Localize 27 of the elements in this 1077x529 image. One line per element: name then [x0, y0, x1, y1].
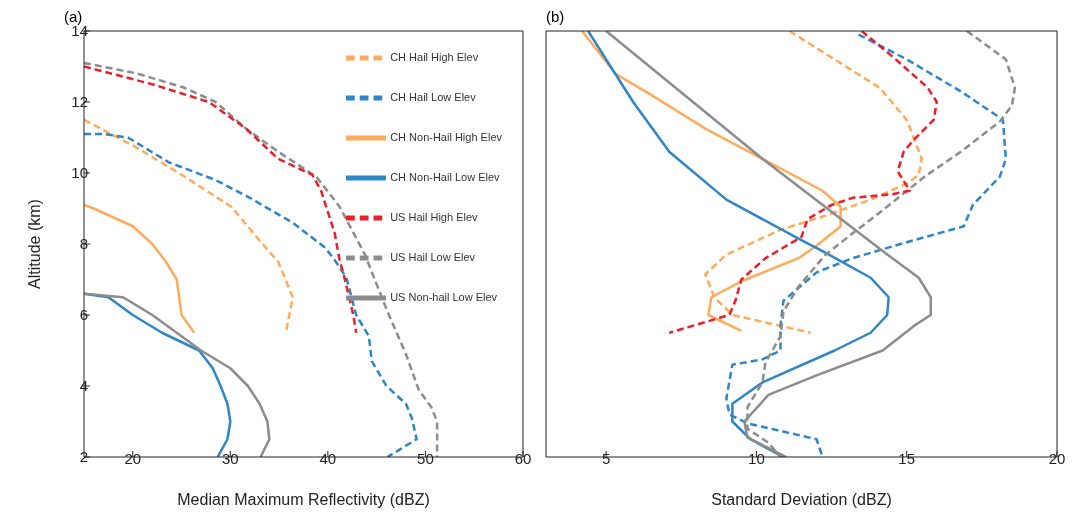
y-tick-label: 10 [71, 164, 88, 182]
legend-label: US Hail Low Elev [390, 250, 476, 263]
y-tick-label: 2 [79, 448, 88, 466]
legend-label: CH Hail High Elev [390, 50, 479, 63]
x-axis-title: Median Maximum Reflectivity (dBZ) [177, 491, 430, 508]
y-axis-title: Altitude (km) [25, 199, 43, 289]
legend-label: CH Non-Hail Low Elev [390, 170, 500, 183]
legend-label: CH Hail Low Elev [390, 90, 476, 103]
chart-title: (a) [64, 8, 83, 25]
x-tick-label: 15 [898, 449, 916, 467]
x-tick-label: 30 [221, 449, 239, 467]
x-tick-label: 60 [514, 449, 532, 467]
x-tick-label: 50 [417, 449, 434, 467]
x-tick-label: 10 [748, 449, 765, 467]
y-tick-label: 6 [79, 306, 88, 324]
x-tick-label: 20 [124, 449, 142, 467]
y-tick-label: 12 [71, 93, 88, 111]
x-axis-title: Standard Deviation (dBZ) [711, 491, 892, 508]
legend-label: US Hail High Elev [390, 210, 478, 223]
chart-title: (b) [546, 8, 565, 25]
y-tick-label: 8 [79, 235, 88, 253]
y-tick-label: 4 [79, 377, 88, 395]
x-tick-label: 40 [319, 449, 337, 467]
legend-label: CH Non-Hail High Elev [390, 130, 502, 143]
x-tick-label: 5 [601, 449, 611, 467]
x-tick-label: 20 [1048, 449, 1066, 467]
legend-label: US Non-hail Low Elev [390, 290, 498, 303]
